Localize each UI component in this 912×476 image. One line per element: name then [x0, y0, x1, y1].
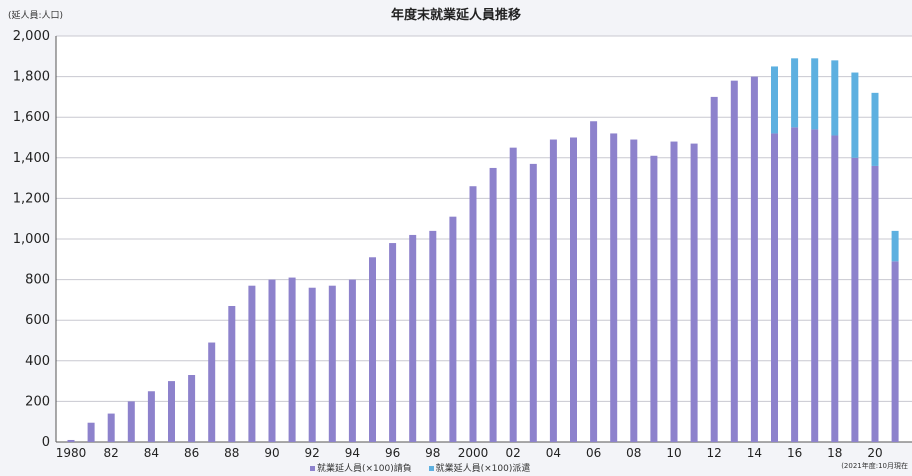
x-tick-label: 92 — [305, 446, 320, 460]
bar-ukeoi — [570, 137, 577, 442]
bar-haken — [791, 58, 799, 128]
bar-ukeoi — [248, 285, 256, 442]
chart-title: 年度末就業延人員推移 — [390, 8, 521, 23]
bar-ukeoi — [811, 129, 819, 442]
x-tick-label: 88 — [224, 446, 239, 460]
chart-note: (2021年度:10月現在 — [841, 462, 908, 470]
legend: 就業延人員(×100)請負 就業延人員(×100)派遣 — [310, 461, 544, 474]
x-tick-label: 06 — [586, 446, 601, 460]
bar-ukeoi — [429, 230, 437, 442]
bar-ukeoi — [208, 342, 216, 442]
y-tick-label: 600 — [25, 313, 50, 328]
x-tick-label: 02 — [506, 446, 521, 460]
bar-ukeoi — [891, 261, 899, 442]
x-tick-label: 14 — [747, 446, 762, 460]
bar-ukeoi — [288, 277, 296, 442]
x-tick-label: 10 — [666, 446, 681, 460]
x-tick-label: 12 — [707, 446, 722, 460]
x-tick-label: 18 — [827, 446, 842, 460]
x-tick-label: 16 — [787, 446, 802, 460]
bar-ukeoi — [509, 147, 517, 442]
bar-ukeoi — [228, 305, 236, 442]
legend-label-haken: 就業延人員(×100)派遣 — [435, 464, 531, 474]
y-tick-label: 2,000 — [13, 29, 50, 44]
bar-ukeoi — [328, 285, 336, 442]
x-tick-label: 98 — [425, 446, 440, 460]
bar-ukeoi — [449, 216, 457, 442]
bar-ukeoi — [690, 143, 698, 442]
x-tick-label: 96 — [385, 446, 400, 460]
bar-ukeoi — [831, 135, 839, 442]
bar-ukeoi — [188, 375, 196, 442]
bar-ukeoi — [771, 133, 778, 442]
x-tick-label: 04 — [546, 446, 561, 460]
bar-ukeoi — [710, 96, 718, 443]
legend-swatch-haken — [428, 466, 434, 471]
bar-ukeoi — [168, 381, 175, 442]
bar-ukeoi — [489, 167, 497, 442]
x-tick-label: 84 — [144, 446, 159, 460]
bar-ukeoi — [469, 186, 477, 442]
bar-ukeoi — [549, 139, 557, 442]
bar-ukeoi — [67, 439, 75, 442]
bar-ukeoi — [87, 422, 95, 442]
y-tick-label: 1,400 — [13, 151, 50, 166]
x-tick-label: 90 — [264, 446, 279, 460]
bar-haken — [871, 92, 879, 166]
bar-ukeoi — [630, 139, 638, 442]
x-tick-label: 94 — [345, 446, 360, 460]
y-tick-label: 0 — [42, 435, 50, 450]
x-tick-label: 20 — [867, 446, 882, 460]
bar-ukeoi — [147, 391, 155, 442]
y-tick-label: 400 — [25, 354, 50, 369]
bar-ukeoi — [308, 287, 316, 442]
y-tick-label: 1,200 — [13, 191, 50, 206]
bar-ukeoi — [348, 279, 356, 442]
bar-ukeoi — [791, 127, 799, 442]
x-tick-label: 2000 — [458, 446, 489, 460]
bar-ukeoi — [268, 279, 276, 442]
y-tick-label: 1,800 — [13, 70, 50, 85]
x-tick-label: 08 — [626, 446, 641, 460]
y-tick-label: 1,600 — [13, 110, 50, 125]
bar-ukeoi — [409, 234, 417, 442]
y-tick-label: 200 — [25, 394, 50, 409]
bar-ukeoi — [730, 80, 738, 442]
bar-ukeoi — [590, 121, 598, 442]
bar-ukeoi — [529, 163, 537, 442]
bar-haken — [851, 72, 859, 158]
bar-ukeoi — [750, 76, 758, 442]
bar-ukeoi — [851, 157, 859, 443]
x-tick-label: 82 — [104, 446, 119, 460]
y-tick-label: 1,000 — [13, 232, 50, 247]
x-tick-label: 1980 — [56, 446, 87, 460]
x-tick-label: 86 — [184, 446, 199, 460]
bar-ukeoi — [369, 257, 376, 442]
bar-haken — [771, 66, 778, 134]
bar-ukeoi — [871, 165, 879, 443]
bar-haken — [831, 60, 839, 136]
bar-ukeoi — [650, 155, 658, 442]
y-unit-label: (延人員:人口) — [8, 11, 64, 21]
bar-ukeoi — [127, 401, 135, 442]
bar-ukeoi — [610, 133, 618, 442]
y-tick-label: 800 — [25, 273, 50, 288]
legend-item-haken: 就業延人員(×100)派遣 — [428, 464, 531, 474]
bar-haken — [811, 58, 819, 130]
bar-ukeoi — [107, 413, 115, 442]
bar-haken — [891, 230, 899, 262]
legend-label-ukeoi: 就業延人員(×100)請負 — [317, 464, 412, 474]
legend-item-ukeoi: 就業延人員(×100)請負 — [310, 464, 415, 474]
bar-ukeoi — [670, 141, 678, 442]
bar-ukeoi — [389, 243, 397, 442]
legend-swatch-ukeoi — [310, 466, 315, 471]
